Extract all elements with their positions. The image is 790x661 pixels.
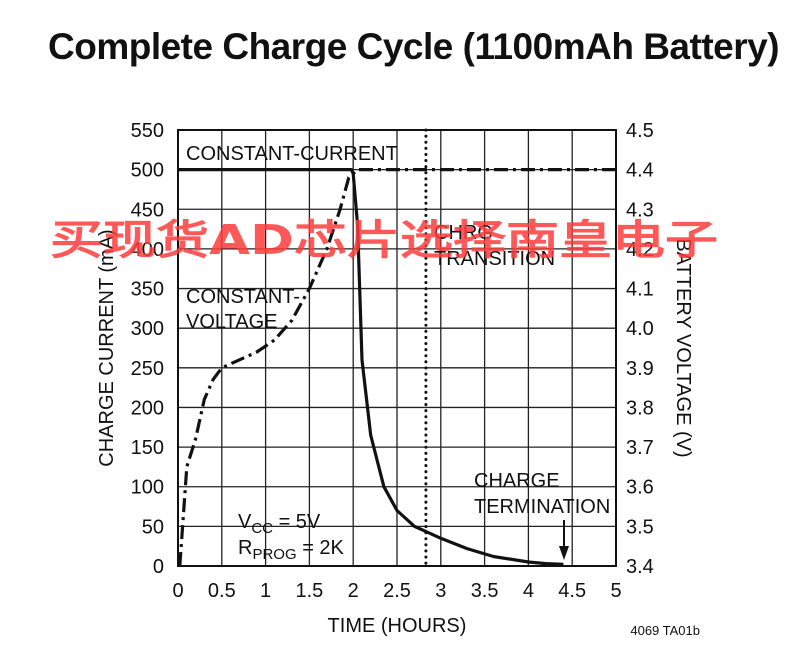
annotation-constant-current: CONSTANT-CURRENT	[186, 143, 398, 165]
x-tick-label: 2	[348, 580, 359, 602]
annotation-vcc: VCC = 5V	[238, 511, 321, 537]
y-tick-label: 350	[131, 279, 164, 301]
rprog-main: R	[238, 537, 252, 559]
annotation-charge-line2: TERMINATION	[474, 496, 610, 518]
termination-arrow	[559, 520, 569, 560]
x-tick-label: 5	[610, 580, 621, 602]
y-tick-label: 50	[142, 516, 164, 538]
y2-tick-label: 3.9	[626, 358, 654, 380]
page-title: Complete Charge Cycle (1100mAh Battery)	[48, 26, 780, 67]
x-tick-label: 3	[435, 580, 446, 602]
y-tick-label: 250	[131, 358, 164, 380]
x-tick-label: 4	[523, 580, 534, 602]
y2-tick-label: 4.5	[626, 120, 654, 142]
rprog-rest: = 2K	[297, 537, 345, 559]
annotation-charge-line1: CHARGE	[474, 470, 560, 492]
y-tick-label: 100	[131, 477, 164, 499]
y-tick-label: 200	[131, 397, 164, 419]
vcc-sub: CC	[251, 520, 273, 537]
x-tick-label: 0.5	[208, 580, 236, 602]
y2-tick-label: 4.4	[626, 160, 654, 182]
x-tick-label: 1.5	[295, 580, 323, 602]
y-tick-label: 300	[131, 318, 164, 340]
annotation-chrg-line1: CHRG	[434, 222, 493, 244]
y2-tick-label: 3.6	[626, 477, 654, 499]
y2-tick-label: 4.0	[626, 318, 654, 340]
x-axis-label: TIME (HOURS)	[328, 615, 467, 637]
grid	[178, 130, 616, 566]
rprog-sub: PROG	[252, 546, 296, 563]
y-tick-label: 450	[131, 199, 164, 221]
y2-tick-label: 4.3	[626, 199, 654, 221]
x-tick-label: 1	[260, 580, 271, 602]
vcc-main: V	[238, 511, 252, 533]
vcc-rest: = 5V	[273, 511, 321, 533]
watermark-text: 买现货AD芯片选择南皇电子	[50, 216, 718, 264]
y2-tick-label: 4.1	[626, 279, 654, 301]
y2-tick-label: 3.7	[626, 437, 654, 459]
annotation-constant-voltage-line1: CONSTANT-	[186, 286, 300, 308]
series-lines	[178, 128, 616, 568]
x-tick-label: 2.5	[383, 580, 411, 602]
y-tick-label: 500	[131, 160, 164, 182]
x-tick-label: 3.5	[471, 580, 499, 602]
y2-tick-label: 3.8	[626, 397, 654, 419]
x-tick-label: 0	[172, 580, 183, 602]
y-axis-label: CHARGE CURRENT (mA)	[96, 229, 118, 466]
charge-current-line	[178, 168, 564, 566]
y-tick-label: 0	[153, 556, 164, 578]
battery-voltage-line	[178, 168, 616, 567]
y-tick-label: 400	[131, 239, 164, 261]
y-tick-label: 550	[131, 120, 164, 142]
y2-axis-label: BATTERY VOLTAGE (V)	[672, 238, 694, 457]
annotation-constant-voltage-line2: VOLTAGE	[186, 311, 278, 333]
y2-tick-label: 3.5	[626, 516, 654, 538]
y2-tick-label: 3.4	[626, 556, 654, 578]
y2-tick-label: 4.2	[626, 239, 654, 261]
annotation-chrg-line2: TRANSITION	[434, 248, 555, 270]
y-tick-label: 150	[131, 437, 164, 459]
plot-frame	[177, 129, 617, 567]
figure-code: 4069 TA01b	[630, 623, 700, 638]
annotation-rprog: RPROG = 2K	[238, 537, 345, 563]
x-tick-label: 4.5	[558, 580, 586, 602]
tick-labels: 0 0.5 1 1.5 2 2.5 3 3.5 4 4.5 50501001502002503003…	[131, 120, 654, 602]
